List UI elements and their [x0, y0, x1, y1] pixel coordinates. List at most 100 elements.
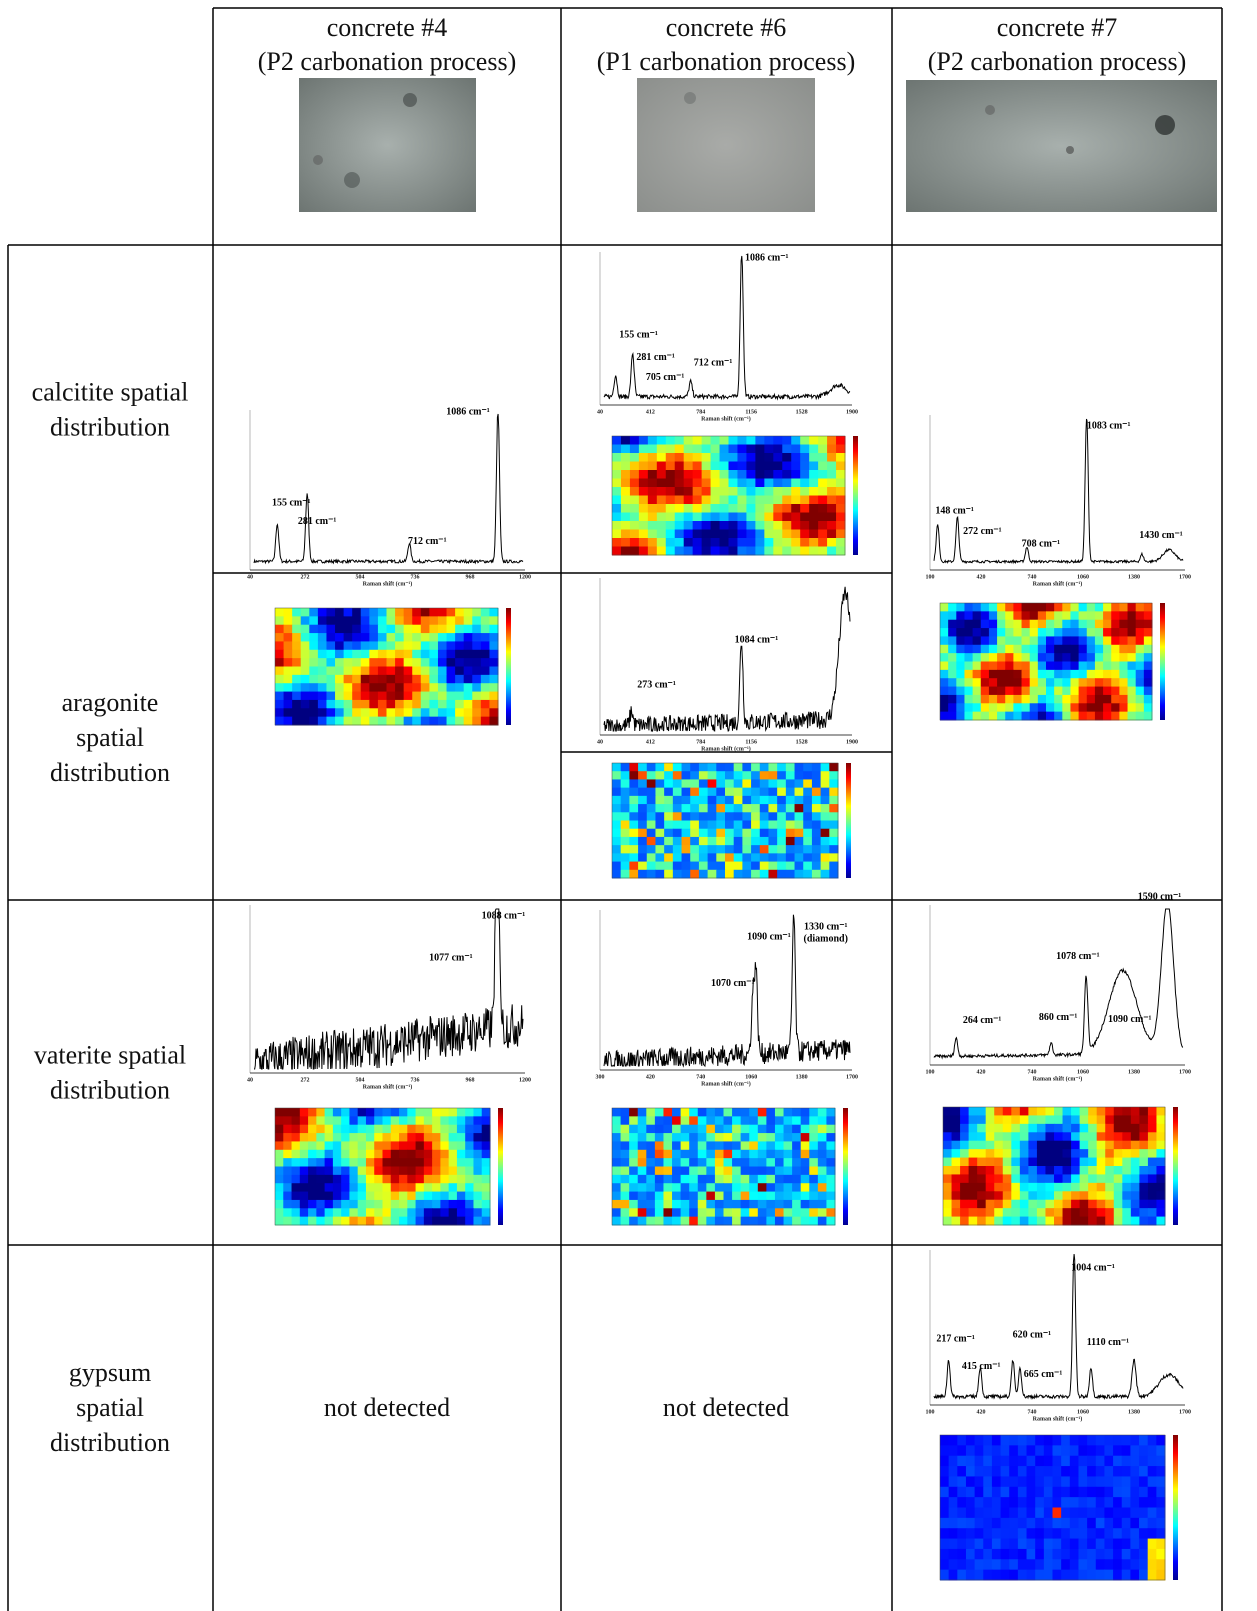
heatmap-cell [768, 853, 778, 863]
heatmap-cell [1122, 1182, 1132, 1192]
heatmap-cell [809, 1216, 819, 1226]
heatmap-cell [283, 691, 293, 701]
heatmap-cell [1036, 1115, 1046, 1125]
heatmap-cell [638, 861, 648, 871]
heatmap-cell [489, 666, 499, 676]
heatmap-cell [407, 1208, 417, 1218]
heatmap-cell [1147, 1507, 1157, 1519]
heatmap-cell [638, 779, 648, 789]
heatmap-cell [732, 1174, 742, 1184]
heatmap-cell [612, 546, 622, 556]
heatmap-cell [706, 1174, 716, 1184]
heatmap-cell [997, 611, 1006, 621]
heatmap-cell [1078, 1466, 1088, 1477]
heatmap-cell [1061, 1538, 1071, 1550]
heatmap-cell [1005, 644, 1014, 654]
heatmap-cell [1096, 1123, 1106, 1133]
heatmap-cell [1070, 653, 1080, 662]
heatmap-cell [768, 779, 778, 789]
heatmap-cell [1026, 1517, 1036, 1529]
peak-label: 1090 cm⁻¹ [747, 932, 791, 943]
heatmap-cell [1143, 669, 1153, 679]
heatmap-cell [377, 699, 387, 709]
heatmap-cell [1105, 1107, 1115, 1116]
heatmap-cell [620, 845, 630, 854]
heatmap-cell [1019, 1115, 1029, 1125]
heatmap-cell [792, 1116, 802, 1126]
heatmap-cell [324, 1174, 334, 1184]
heatmap-cell [977, 1157, 987, 1167]
heatmap-cell [448, 1149, 458, 1159]
heatmap-cell [951, 1149, 961, 1159]
heatmap-cell [1021, 636, 1031, 646]
heatmap-cell [800, 1133, 810, 1142]
heatmap-cell [1009, 1517, 1019, 1529]
heatmap-cell [316, 1191, 326, 1201]
heatmap-cell [656, 453, 667, 462]
heatmap-cell [974, 1445, 984, 1457]
heatmap-cell [399, 1124, 408, 1134]
heatmap-cell [612, 444, 622, 454]
heatmap-cell [620, 1124, 630, 1134]
heatmap-cell [629, 529, 640, 539]
heatmap-cell [697, 1158, 707, 1167]
heatmap-cell [638, 845, 648, 854]
heatmap-cell [637, 1124, 647, 1134]
heatmap-cell [737, 504, 747, 513]
heatmap-cell [1000, 1507, 1010, 1519]
x-tick-label: 272 [301, 1077, 310, 1083]
heatmap-cell [357, 1133, 367, 1142]
heatmap-cell [377, 683, 387, 693]
heatmap-frame [611, 1107, 836, 1226]
heatmap-cell [689, 1216, 699, 1226]
heatmap-cell [395, 674, 405, 684]
heatmap-cell [960, 1191, 970, 1201]
heatmap-cell [1135, 644, 1145, 654]
heatmap-cell [463, 641, 473, 651]
heatmap-cell [656, 521, 667, 530]
heatmap-cell [1088, 1123, 1098, 1133]
heatmap-cell [403, 608, 413, 617]
heatmap-cell [300, 658, 310, 667]
heatmap-cell [957, 1486, 967, 1498]
heatmap-cell [480, 716, 490, 726]
heatmap-cell [429, 658, 439, 667]
heatmap-cell [680, 1133, 690, 1142]
heatmap-cell [1062, 1149, 1072, 1159]
heatmap-cell [964, 711, 974, 721]
heatmap-cell [1013, 653, 1023, 662]
heatmap-cell [432, 1216, 441, 1226]
heatmap-cell [716, 812, 726, 821]
x-tick-label: 420 [977, 574, 986, 580]
heatmap-cell [1054, 628, 1063, 637]
heatmap-cell [940, 678, 949, 688]
heatmap-cell [1071, 1166, 1081, 1175]
heatmap-cell [412, 708, 422, 718]
heatmap-cell [1130, 1174, 1140, 1184]
heatmap-cell [399, 1116, 408, 1126]
heatmap-cell [365, 1183, 375, 1193]
heatmap-cell [826, 1166, 836, 1176]
heatmap-cell [1088, 1140, 1098, 1150]
heatmap-cell [1026, 1538, 1036, 1550]
heatmap-cell [672, 1191, 682, 1201]
heatmap-cell [1071, 1140, 1081, 1150]
heatmap-cell [335, 666, 345, 676]
heatmap-cell [663, 1174, 673, 1184]
heatmap-cell [1070, 628, 1080, 637]
heatmap-cell [1119, 611, 1129, 621]
heatmap-cell [732, 1199, 742, 1209]
heatmap-cell [1104, 1528, 1114, 1540]
heatmap-cell [403, 616, 413, 626]
heatmap-cell [968, 1140, 978, 1150]
heatmap-cell [689, 1199, 699, 1209]
heatmap-cell [826, 1149, 836, 1159]
heatmap-cell [638, 853, 648, 863]
heatmap-cell [1130, 1466, 1140, 1477]
heatmap-cell [956, 653, 965, 662]
heatmap-cell [1121, 1466, 1131, 1477]
heatmap-cell [1002, 1191, 1012, 1201]
heatmap-cell [690, 828, 700, 838]
heatmap-cell [369, 674, 379, 684]
